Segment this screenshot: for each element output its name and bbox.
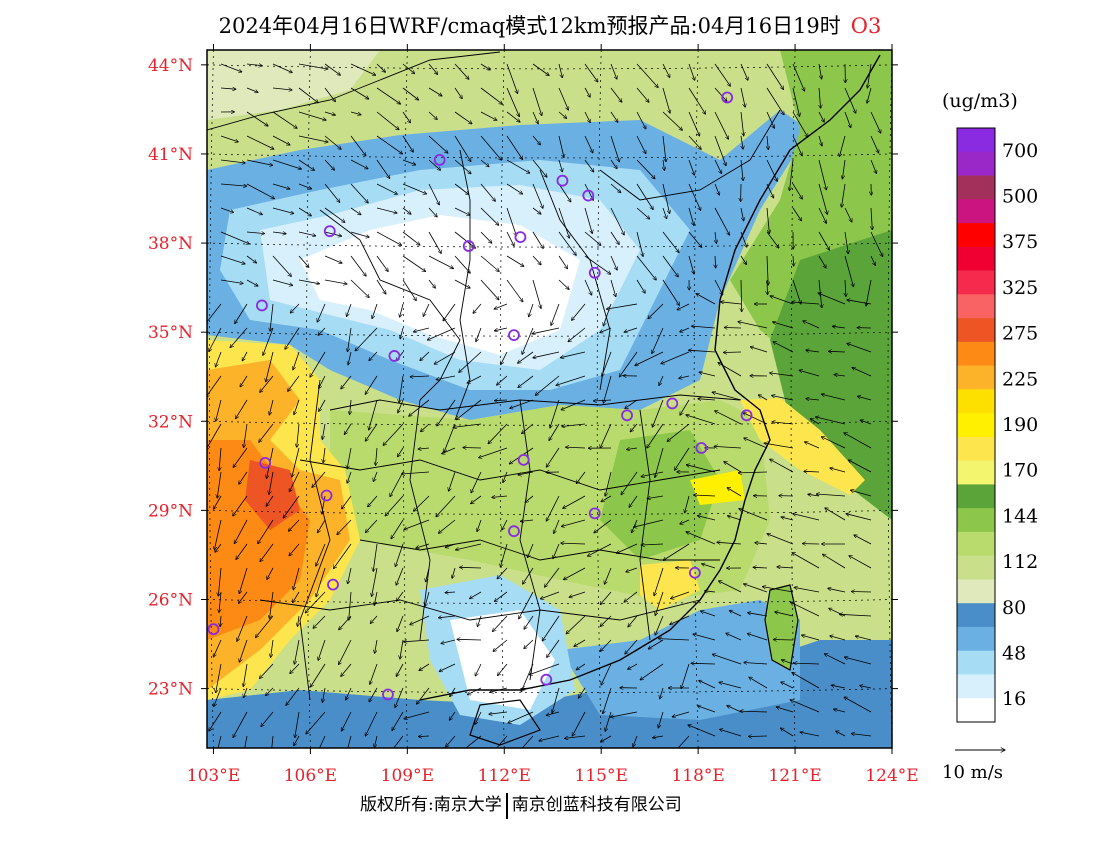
legend-swatch	[957, 437, 995, 461]
legend-swatch	[957, 271, 995, 295]
legend-swatch	[957, 508, 995, 532]
legend-swatch	[957, 627, 995, 651]
legend-swatch	[957, 674, 995, 698]
legend-label: 80	[1002, 597, 1026, 619]
wind-arrow	[851, 592, 871, 593]
lat-tick-label: 32°N	[148, 412, 193, 432]
wind-arrow	[463, 448, 481, 449]
wind-arrow	[723, 352, 741, 353]
legend-label: 225	[1002, 368, 1038, 390]
wind-arrow	[522, 688, 533, 689]
lon-tick-label: 103°E	[187, 766, 240, 786]
legend-label: 112	[1002, 551, 1038, 573]
legend-swatch	[957, 579, 995, 603]
legend-label: 144	[1002, 505, 1038, 527]
legend-label: 325	[1002, 277, 1038, 299]
footer-right: 南京创蓝科技有限公司	[512, 795, 682, 815]
copyright-footer: 版权所有:南京大学南京创蓝科技有限公司	[360, 790, 682, 819]
wind-arrow	[724, 328, 741, 329]
legend-label: 375	[1002, 231, 1038, 253]
legend-swatch	[957, 247, 995, 271]
wind-arrow	[773, 640, 793, 641]
wind-arrow	[767, 280, 768, 295]
lat-tick-label: 23°N	[148, 680, 193, 700]
legend-swatch	[957, 461, 995, 485]
legend-swatch	[957, 556, 995, 580]
legend-label: 700	[1002, 140, 1038, 162]
legend-swatch	[957, 223, 995, 247]
lon-tick-label: 118°E	[671, 766, 724, 786]
legend-swatch	[957, 294, 995, 318]
legend-swatch	[957, 152, 995, 176]
lat-tick-label: 41°N	[148, 145, 193, 165]
legend-swatch	[957, 532, 995, 556]
legend-swatch	[957, 342, 995, 366]
lon-tick-label: 106°E	[284, 766, 337, 786]
lon-tick-label: 121°E	[768, 766, 821, 786]
lat-tick-label: 35°N	[148, 323, 193, 343]
lat-tick-label: 26°N	[148, 590, 193, 610]
legend-label: 16	[1002, 688, 1026, 710]
legend-label: 170	[1002, 460, 1038, 482]
footer-separator	[506, 793, 508, 819]
legend-label: 500	[1002, 186, 1038, 208]
lon-tick-label: 109°E	[381, 766, 434, 786]
legend-swatch	[957, 698, 995, 722]
legend-swatch	[957, 318, 995, 342]
lon-tick-label: 115°E	[575, 766, 628, 786]
legend-swatch	[957, 176, 995, 200]
legend-unit: (ug/m3)	[942, 90, 1018, 112]
lat-tick-label: 44°N	[148, 56, 193, 76]
lat-tick-label: 29°N	[148, 501, 193, 521]
lat-tick-label: 38°N	[148, 234, 193, 254]
legend-swatch	[957, 128, 995, 152]
legend-swatch	[957, 366, 995, 390]
wind-arrow	[748, 736, 767, 737]
legend-label: 48	[1002, 643, 1026, 665]
footer-left: 版权所有:南京大学	[360, 795, 502, 815]
legend-swatch	[957, 484, 995, 508]
legend-swatch	[957, 389, 995, 413]
legend-swatch	[957, 651, 995, 675]
legend-swatch	[957, 413, 995, 437]
lon-tick-label: 124°E	[865, 766, 918, 786]
vector-scale-label: 10 m/s	[942, 762, 1003, 783]
legend-label: 275	[1002, 323, 1038, 345]
legend-swatch	[957, 199, 995, 223]
lon-tick-label: 112°E	[478, 766, 531, 786]
legend-swatch	[957, 603, 995, 627]
legend-label: 190	[1002, 414, 1038, 436]
legend-colorbar: 16 48 80 112 144 170 190 225 275 325 375 500 700	[957, 128, 1038, 722]
